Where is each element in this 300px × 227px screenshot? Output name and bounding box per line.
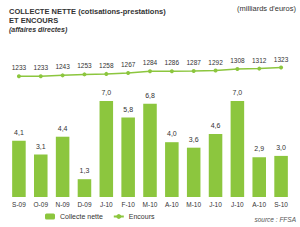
svg-text:(milliards d'euros): (milliards d'euros) (237, 4, 296, 13)
svg-text:D-09: D-09 (77, 201, 91, 208)
svg-text:3,0: 3,0 (276, 144, 286, 151)
svg-text:3,6: 3,6 (189, 136, 199, 143)
svg-text:5,8: 5,8 (123, 106, 133, 113)
svg-text:F-10: F-10 (121, 201, 135, 208)
svg-text:(affaires directes): (affaires directes) (9, 26, 68, 34)
svg-text:1258: 1258 (99, 62, 114, 69)
svg-text:Encours: Encours (129, 213, 155, 220)
svg-text:1292: 1292 (208, 59, 223, 66)
svg-text:S-10: S-10 (274, 201, 288, 208)
svg-text:N-09: N-09 (56, 201, 70, 208)
svg-text:1233: 1233 (34, 64, 49, 71)
svg-text:1233: 1233 (12, 64, 27, 71)
svg-text:4,6: 4,6 (211, 122, 221, 129)
svg-text:1312: 1312 (252, 57, 267, 64)
svg-text:4,4: 4,4 (58, 125, 68, 132)
svg-text:COLLECTE NETTE (cotisations-pr: COLLECTE NETTE (cotisations-prestations) (9, 7, 166, 16)
svg-text:1243: 1243 (55, 63, 70, 70)
svg-text:4,0: 4,0 (167, 130, 177, 137)
svg-text:1,3: 1,3 (80, 167, 90, 174)
svg-text:1287: 1287 (186, 59, 201, 66)
svg-text:J-10: J-10 (209, 201, 222, 208)
svg-text:Collecte nette: Collecte nette (60, 213, 103, 220)
svg-text:4,1: 4,1 (14, 129, 24, 136)
svg-text:1284: 1284 (143, 59, 158, 66)
svg-text:1308: 1308 (230, 57, 245, 64)
svg-text:1323: 1323 (274, 56, 289, 63)
svg-text:ET ENCOURS: ET ENCOURS (9, 16, 58, 25)
svg-text:S-09: S-09 (12, 201, 26, 208)
svg-text:3,1: 3,1 (36, 143, 46, 150)
svg-text:A-10: A-10 (165, 201, 179, 208)
svg-text:1267: 1267 (121, 61, 136, 68)
svg-text:J-10: J-10 (100, 201, 113, 208)
svg-text:source : FFSA: source : FFSA (254, 216, 296, 223)
svg-text:J-10: J-10 (231, 201, 244, 208)
svg-text:M-10: M-10 (186, 201, 201, 208)
svg-text:7,0: 7,0 (101, 89, 111, 96)
svg-text:6,8: 6,8 (145, 92, 155, 99)
svg-text:7,0: 7,0 (233, 89, 243, 96)
svg-text:M-10: M-10 (143, 201, 158, 208)
svg-text:A-10: A-10 (252, 201, 266, 208)
svg-text:1253: 1253 (77, 62, 92, 69)
svg-text:O-09: O-09 (34, 201, 49, 208)
svg-text:1286: 1286 (165, 59, 180, 66)
svg-text:2,9: 2,9 (254, 145, 264, 152)
